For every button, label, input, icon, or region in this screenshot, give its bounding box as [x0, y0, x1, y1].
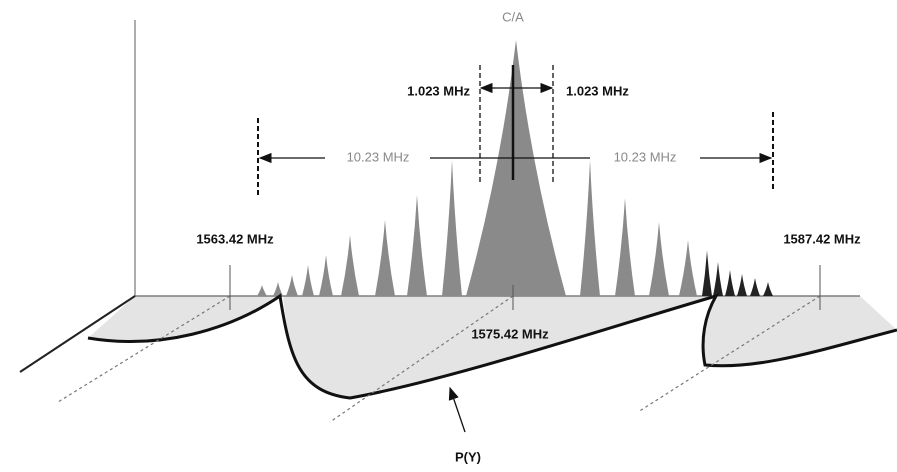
- lobe: [649, 222, 669, 296]
- lobe: [442, 160, 462, 296]
- lobe: [679, 240, 697, 296]
- freq-low: 1563.42 MHz: [196, 231, 274, 246]
- spectrum-diagram: C/A 1.023 MHz 1.023 MHz 10.23 MHz 10.23 …: [0, 0, 897, 472]
- lobe: [580, 160, 600, 296]
- lobe: [257, 285, 267, 296]
- ca-label: C/A: [502, 9, 524, 24]
- lobe: [737, 274, 747, 296]
- lobe: [702, 250, 712, 296]
- lobe: [466, 40, 566, 296]
- py-label: P(Y): [455, 449, 481, 464]
- lobe: [407, 195, 427, 296]
- lobe: [319, 255, 333, 296]
- py-main-lobe: [283, 296, 716, 398]
- ca-width-left: 1.023 MHz: [407, 83, 470, 98]
- p-width-right: 10.23 MHz: [614, 149, 677, 164]
- freq-high: 1587.42 MHz: [783, 231, 861, 246]
- ca-width-right: 1.023 MHz: [566, 83, 629, 98]
- lobe: [375, 220, 395, 296]
- lobe: [713, 262, 723, 296]
- p-width-left: 10.23 MHz: [347, 149, 410, 164]
- freq-center: 1575.42 MHz: [471, 326, 549, 341]
- lobe: [615, 198, 635, 296]
- lobe: [341, 235, 359, 296]
- lobe: [750, 278, 760, 296]
- ca-lobes: [257, 40, 773, 296]
- lobe: [763, 282, 773, 296]
- lobe: [273, 282, 283, 296]
- lobe: [302, 265, 314, 296]
- lobe: [286, 275, 298, 296]
- lobe: [725, 270, 735, 296]
